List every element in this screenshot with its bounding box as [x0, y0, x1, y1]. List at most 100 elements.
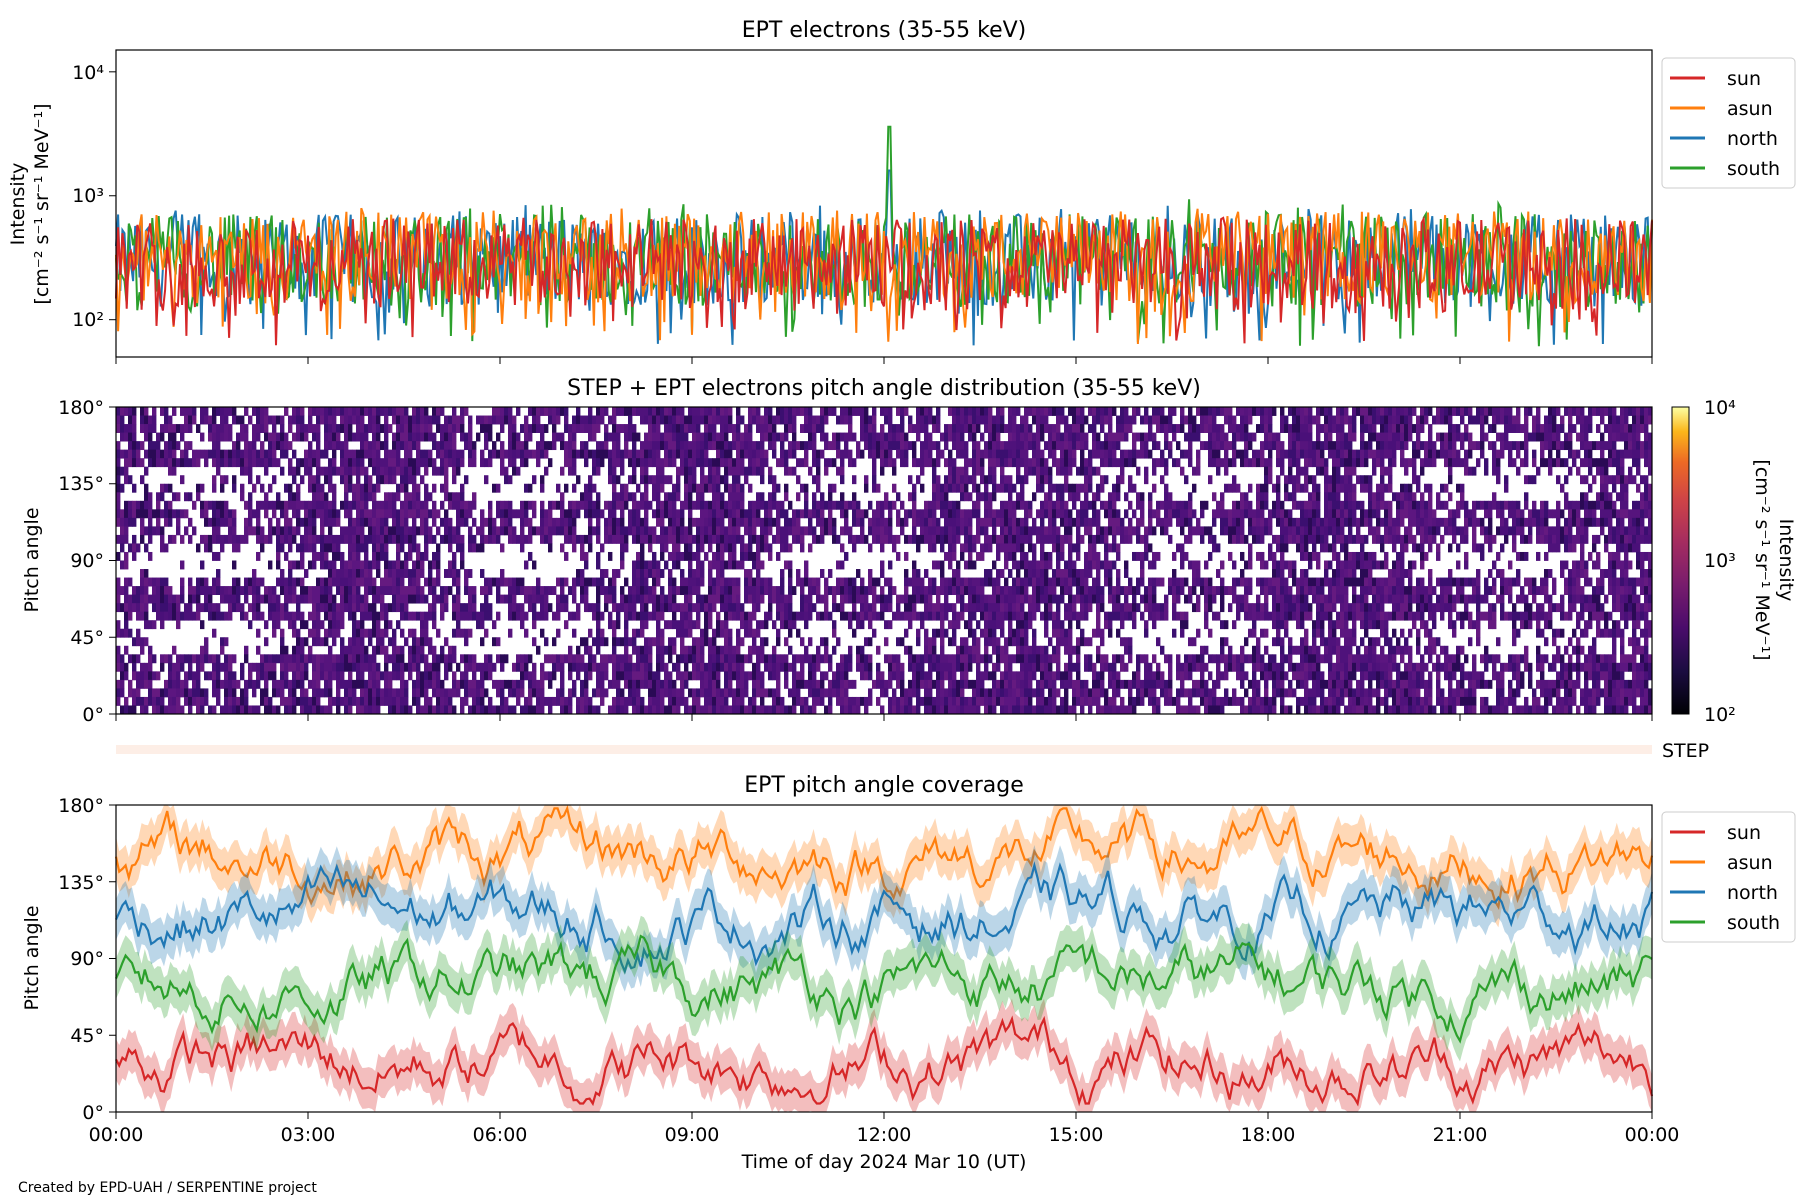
- heatmap-cell: [388, 586, 393, 596]
- heatmap-cell: [712, 534, 717, 544]
- heatmap-cell: [676, 424, 681, 433]
- heatmap-cell: [848, 662, 853, 672]
- heatmap-cell: [132, 586, 137, 596]
- heatmap-cell: [868, 637, 873, 647]
- heatmap-cell: [736, 688, 741, 698]
- heatmap-cell: [508, 534, 513, 544]
- heatmap-cell: [644, 611, 649, 621]
- heatmap-cell: [532, 705, 537, 715]
- heatmap-cell: [664, 594, 669, 604]
- heatmap-cell: [608, 586, 613, 596]
- heatmap-cell: [936, 586, 941, 596]
- heatmap-cell: [264, 679, 269, 689]
- heatmap-cell: [140, 645, 145, 655]
- heatmap-cell: [724, 458, 729, 468]
- heatmap-cell: [772, 594, 777, 604]
- heatmap-cell: [624, 407, 629, 416]
- heatmap-cell: [624, 705, 629, 715]
- heatmap-cell: [404, 517, 409, 527]
- heatmap-cell: [220, 475, 225, 485]
- heatmap-cell: [308, 475, 313, 485]
- heatmap-cell: [772, 620, 777, 630]
- heatmap-cell: [712, 517, 717, 527]
- heatmap-cell: [412, 475, 417, 485]
- heatmap-cell: [840, 671, 845, 681]
- heatmap-cell: [780, 696, 785, 706]
- heatmap-cell: [908, 679, 913, 689]
- heatmap-cell: [332, 594, 337, 604]
- heatmap-cell: [692, 586, 697, 596]
- heatmap-cell: [256, 662, 261, 672]
- heatmap-cell: [252, 611, 257, 621]
- heatmap-cell: [388, 466, 393, 476]
- heatmap-cell: [568, 671, 573, 681]
- heatmap-cell: [816, 500, 821, 510]
- heatmap-cell: [388, 526, 393, 536]
- heatmap-cell: [360, 534, 365, 544]
- heatmap-cell: [516, 449, 521, 459]
- heatmap-cell: [628, 688, 633, 698]
- heatmap-cell: [156, 586, 161, 596]
- heatmap-cell: [436, 577, 441, 587]
- heatmap-cell: [740, 441, 745, 451]
- heatmap-cell: [564, 517, 569, 527]
- heatmap-cell: [212, 526, 217, 536]
- heatmap-cell: [352, 688, 357, 698]
- heatmap-cell: [344, 534, 349, 544]
- heatmap-cell: [356, 492, 361, 502]
- heatmap-cell: [648, 586, 653, 596]
- heatmap-cell: [224, 475, 229, 485]
- heatmap-cell: [588, 645, 593, 655]
- heatmap-cell: [192, 688, 197, 698]
- heatmap-cell: [652, 696, 657, 706]
- heatmap-cell: [780, 441, 785, 451]
- heatmap-cell: [736, 679, 741, 689]
- heatmap-cell: [304, 432, 309, 442]
- heatmap-cell: [228, 696, 233, 706]
- heatmap-cell: [216, 688, 221, 698]
- heatmap-cell: [192, 500, 197, 510]
- heatmap-cell: [408, 449, 413, 459]
- heatmap-cell: [896, 662, 901, 672]
- heatmap-cell: [120, 543, 125, 553]
- heatmap-cell: [316, 551, 321, 561]
- heatmap-cell: [456, 517, 461, 527]
- heatmap-cell: [556, 526, 561, 536]
- heatmap-cell: [484, 671, 489, 681]
- heatmap-cell: [644, 662, 649, 672]
- heatmap-cell: [348, 586, 353, 596]
- heatmap-cell: [808, 705, 813, 715]
- heatmap-cell: [836, 671, 841, 681]
- heatmap-cell: [840, 611, 845, 621]
- heatmap-cell: [916, 671, 921, 681]
- heatmap-cell: [568, 654, 573, 664]
- heatmap-cell: [700, 688, 705, 698]
- heatmap-cell: [148, 594, 153, 604]
- heatmap-cell: [680, 424, 685, 433]
- heatmap-cell: [380, 424, 385, 433]
- heatmap-cell: [784, 654, 789, 664]
- heatmap-cell: [364, 560, 369, 570]
- heatmap-cell: [676, 415, 681, 425]
- heatmap-cell: [676, 696, 681, 706]
- heatmap-cell: [696, 415, 701, 425]
- heatmap-cell: [564, 654, 569, 664]
- heatmap-cell: [580, 449, 585, 459]
- heatmap-cell: [376, 424, 381, 433]
- heatmap-cell: [912, 500, 917, 510]
- heatmap-cell: [360, 688, 365, 698]
- heatmap-cell: [320, 594, 325, 604]
- heatmap-cell: [384, 534, 389, 544]
- heatmap-cell: [744, 509, 749, 519]
- heatmap-cell: [396, 654, 401, 664]
- heatmap-cell: [300, 688, 305, 698]
- heatmap-cell: [264, 696, 269, 706]
- heatmap-cell: [836, 500, 841, 510]
- heatmap-cell: [432, 458, 437, 468]
- heatmap-cell: [944, 577, 949, 587]
- heatmap-cell: [932, 637, 937, 647]
- heatmap-cell: [672, 679, 677, 689]
- heatmap-cell: [764, 620, 769, 630]
- heatmap-cell: [584, 458, 589, 468]
- heatmap-cell: [840, 500, 845, 510]
